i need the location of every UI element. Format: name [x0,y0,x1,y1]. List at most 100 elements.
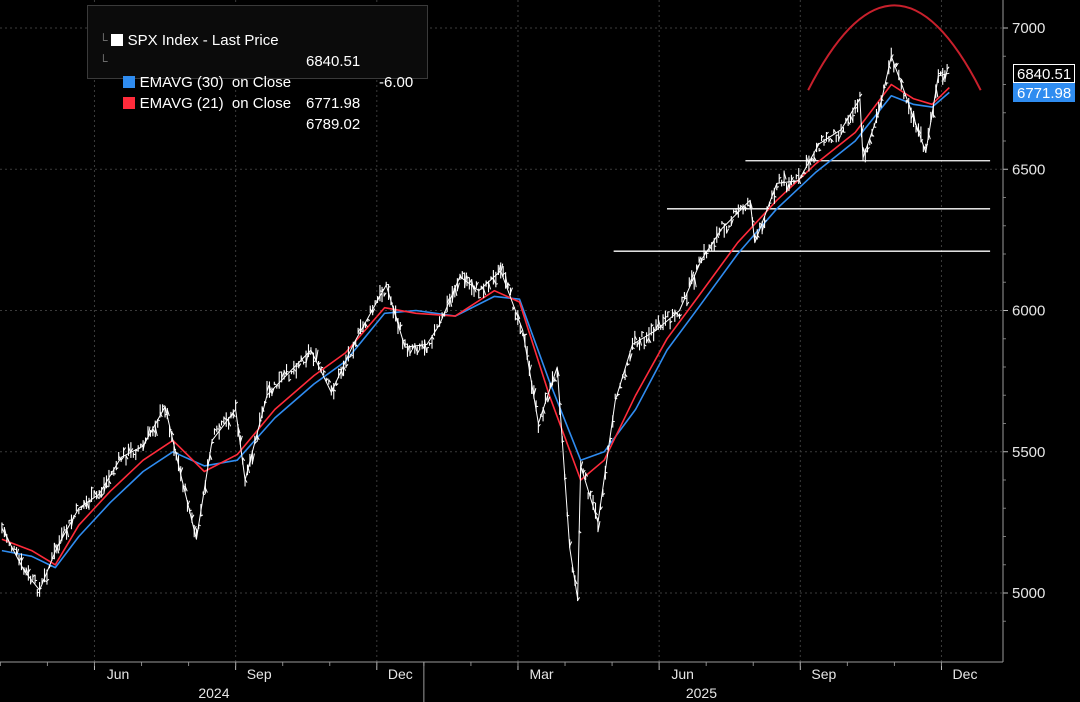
price-tick [691,271,695,280]
price-tick [140,443,144,447]
price-tick [123,447,126,451]
price-tick [859,93,863,97]
price-tick [293,368,297,372]
price-tick [350,353,354,357]
price-tick [813,156,817,161]
price-tick [431,336,435,340]
price-tick [468,279,472,284]
price-tick [364,323,368,328]
y-axis: 5000 5500 6000 6500 7000 [1002,0,1045,662]
price-tick [323,370,326,373]
price-tick [399,324,403,327]
price-tick [120,457,124,461]
legend-row-spx[interactable]: SPX Index - Last Price 6840.51 -6.00 [94,9,427,91]
price-tick [569,541,573,547]
price-tick [672,311,675,315]
price-tick [251,453,255,464]
price-tick [816,142,820,147]
price-tick [655,324,659,330]
price-tick [932,114,936,118]
price-tick [632,346,635,350]
price-tick [296,365,299,367]
price-tick [821,135,824,139]
price-tick [108,480,112,485]
price-tick [505,275,509,288]
price-tick [600,506,603,511]
price-tick [345,363,349,368]
price-tick [115,467,119,470]
x-tick-label: Sep [247,666,272,682]
price-tick [721,222,725,225]
price-tick [946,66,950,70]
grid [0,0,1003,662]
legend-swatch-ema30 [122,76,135,88]
price-tick [650,324,654,327]
price-tick [352,342,356,347]
price-tick [627,363,630,366]
price-tick [426,346,430,349]
price-tick [730,218,734,226]
x-tick-label: Mar [529,666,553,682]
price-tick [171,431,175,436]
price-tick [98,490,102,499]
legend-label-spx: SPX Index - Last Price [127,32,279,49]
price-tick [367,318,371,322]
price-tick [256,436,260,441]
x-tick-label: Dec [388,666,413,682]
price-tick [778,176,782,180]
price-tick [783,172,787,180]
price-tick [214,428,217,431]
price-tick [537,423,541,428]
x-year-label: 2024 [198,685,229,701]
price-tick [574,578,578,585]
price-tick [488,282,491,290]
price-tick [416,349,420,354]
legend-value-ema21: 6789.02 [306,116,361,133]
price-tick [590,490,593,493]
price-tick [409,349,413,355]
x-tick-label: Sep [811,666,836,682]
price-tick [315,349,319,363]
price-tick [318,362,321,365]
price-tick [471,280,475,290]
y-tick-label: 7000 [1012,20,1045,37]
price-tick [811,157,814,161]
price-tick [547,396,551,403]
price-tick [147,426,151,438]
legend-swatch-spx [110,34,123,46]
price-tick [686,301,690,306]
price-tick [189,509,192,512]
y-tick-label: 6000 [1012,303,1045,320]
price-tick [679,314,682,317]
price-tick [552,379,555,384]
price-tick [446,298,450,304]
annotation-lines [613,4,991,252]
price-tick [46,578,50,582]
price-tick [585,473,589,477]
price-line [1,55,950,600]
price-tick [101,493,104,497]
x-tick-label: Jun [671,666,694,682]
price-tick [826,131,829,135]
price-tick [333,389,337,392]
price-tick [629,353,633,361]
legend-row-ema30[interactable]: └ EMAVG (30) on Close 6771.98 [94,30,427,112]
price-tick [335,383,339,386]
price-tick [184,486,188,492]
legend-row-ema21[interactable]: └ EMAVG (21) on Close 6789.02 [94,51,427,133]
price-tick [298,363,302,368]
price-tick [58,542,62,545]
price-tick [424,339,428,353]
price-tick [154,426,158,437]
price-tick [737,207,741,211]
price-tick [478,296,481,299]
price-tick [698,256,702,263]
price-tick [313,360,316,363]
price-tick [372,308,376,314]
price-tick [106,485,109,488]
price-tick [662,316,666,320]
chart-legend[interactable]: SPX Index - Last Price 6840.51 -6.00 └ E… [87,5,428,133]
price-tick [200,514,204,517]
legend-change-spx: -6.00 [379,74,414,91]
